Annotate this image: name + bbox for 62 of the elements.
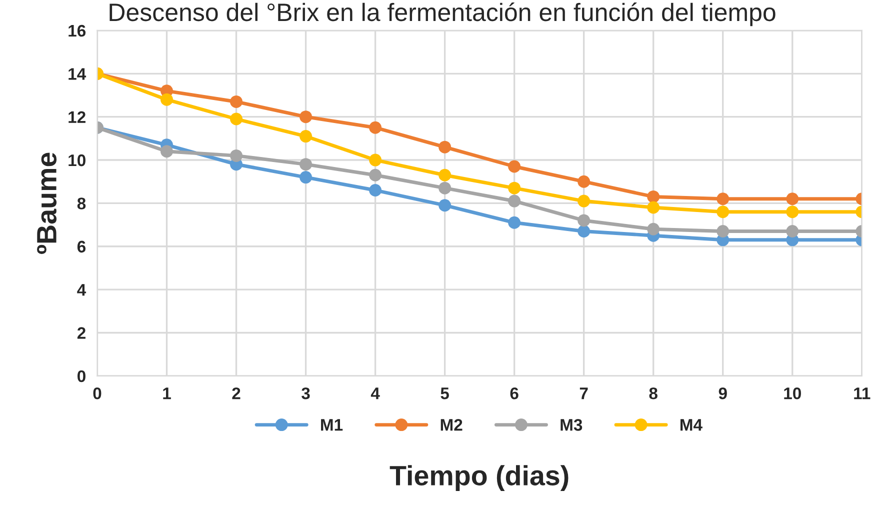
- x-tick-label: 4: [370, 388, 380, 400]
- point: [647, 222, 660, 236]
- point: [160, 145, 174, 158]
- y-tick-label: 14: [68, 68, 86, 80]
- x-axis-title: Tiempo (dias): [390, 465, 568, 491]
- legend-label: M4: [680, 419, 702, 431]
- y-tick-label: 8: [77, 198, 86, 210]
- point: [508, 182, 521, 194]
- chart-title: Descenso del °Brix en la fermentación en función del tiempo: [110, 2, 776, 26]
- x-tick-label: 9: [718, 387, 727, 400]
- point: [508, 216, 521, 229]
- point: [369, 121, 382, 134]
- x-tick-label: 3: [302, 387, 310, 400]
- point: [300, 130, 312, 143]
- point: [230, 149, 243, 162]
- x-tick-label: 7: [580, 388, 588, 400]
- y-tick-label: 0: [78, 370, 86, 382]
- y-tick-label: 4: [77, 284, 86, 296]
- point: [578, 214, 590, 227]
- point: [786, 225, 799, 238]
- point: [578, 194, 590, 208]
- point: [438, 182, 452, 194]
- x-tick-label: 11: [854, 388, 870, 400]
- point: [300, 158, 312, 171]
- point: [716, 206, 730, 218]
- y-tick-label: 6: [77, 240, 86, 253]
- point: [438, 140, 452, 154]
- point: [369, 184, 382, 196]
- legend-label: M1: [321, 419, 343, 431]
- point: [508, 160, 521, 173]
- x-tick-label: 6: [510, 387, 518, 400]
- point: [647, 190, 660, 203]
- point: [716, 192, 730, 206]
- point: [300, 171, 312, 184]
- point: [508, 194, 521, 208]
- point: [578, 175, 590, 188]
- x-tick-label: 8: [649, 387, 658, 400]
- x-tick-label: 2: [232, 387, 240, 400]
- point: [647, 201, 660, 214]
- point: [300, 110, 312, 124]
- x-tick-label: 5: [440, 388, 449, 400]
- point: [438, 168, 452, 182]
- point: [438, 199, 452, 212]
- point: [230, 95, 243, 108]
- y-tick-label: 12: [68, 111, 86, 123]
- y-tick-label: 2: [77, 327, 86, 339]
- point: [786, 206, 799, 218]
- y-axis-title: ºBaume: [37, 152, 57, 254]
- point: [786, 192, 799, 206]
- legend-label: M3: [560, 418, 582, 431]
- legend-label: M2: [440, 418, 462, 431]
- point: [578, 225, 590, 238]
- x-tick-label: 10: [784, 387, 801, 400]
- point: [160, 93, 174, 106]
- point: [369, 168, 382, 182]
- point: [369, 154, 382, 166]
- point: [716, 225, 730, 238]
- x-tick-label: 1: [163, 388, 171, 400]
- y-tick-label: 16: [68, 24, 86, 37]
- y-tick-label: 10: [68, 154, 86, 166]
- point: [230, 112, 243, 126]
- x-tick-label: 0: [93, 387, 102, 400]
